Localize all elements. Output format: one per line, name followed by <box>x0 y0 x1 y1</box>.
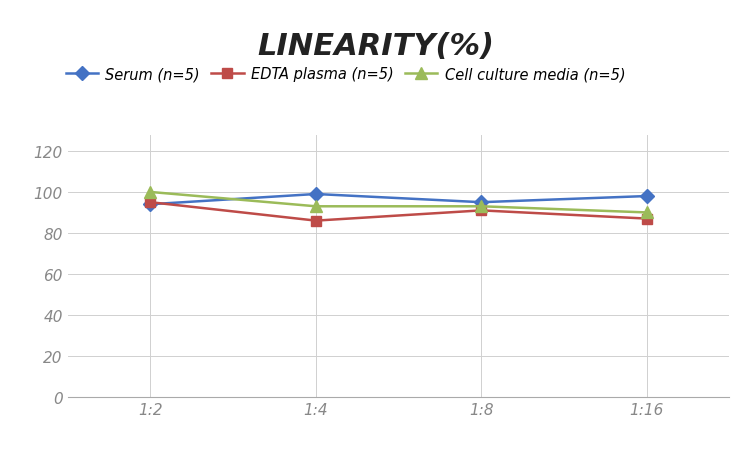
EDTA plasma (n=5) <box>146 200 155 206</box>
Line: Serum (n=5): Serum (n=5) <box>146 190 651 210</box>
Cell culture media (n=5) <box>477 204 486 210</box>
EDTA plasma (n=5) <box>642 216 651 222</box>
Serum (n=5) <box>311 192 320 197</box>
Cell culture media (n=5) <box>311 204 320 210</box>
Legend: Serum (n=5), EDTA plasma (n=5), Cell culture media (n=5): Serum (n=5), EDTA plasma (n=5), Cell cul… <box>60 61 631 88</box>
EDTA plasma (n=5) <box>477 208 486 214</box>
Line: Cell culture media (n=5): Cell culture media (n=5) <box>145 187 652 218</box>
Serum (n=5) <box>642 194 651 199</box>
Text: LINEARITY(%): LINEARITY(%) <box>257 32 495 60</box>
Serum (n=5) <box>146 202 155 207</box>
Cell culture media (n=5) <box>642 210 651 216</box>
Serum (n=5) <box>477 200 486 206</box>
EDTA plasma (n=5) <box>311 218 320 224</box>
Cell culture media (n=5) <box>146 190 155 195</box>
Line: EDTA plasma (n=5): EDTA plasma (n=5) <box>146 198 651 226</box>
